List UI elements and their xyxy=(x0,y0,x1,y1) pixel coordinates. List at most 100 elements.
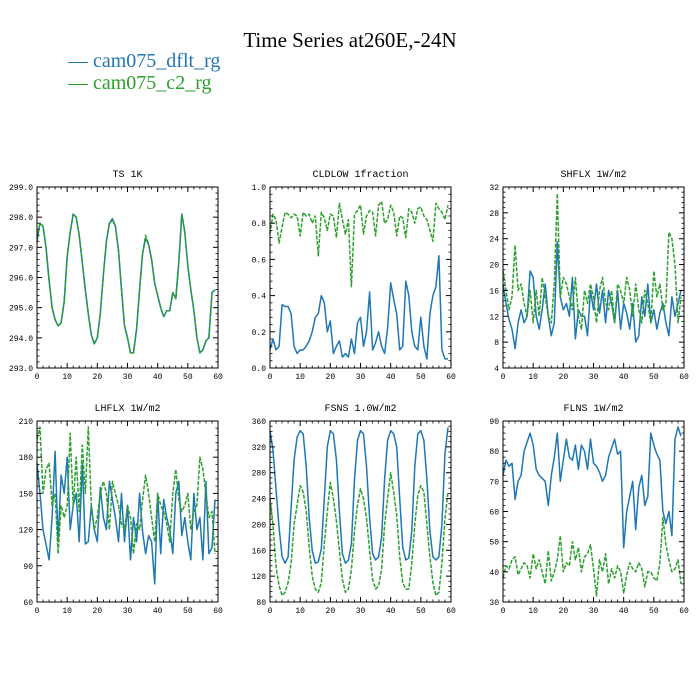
series-line-dflt xyxy=(269,255,448,360)
x-tick-label: 50 xyxy=(649,373,659,382)
legend-item-c2: — cam075_c2_rg xyxy=(68,72,212,94)
y-tick-label: 298.0 xyxy=(9,214,33,223)
series-line-dflt xyxy=(502,241,682,350)
y-tick-label: 180 xyxy=(19,454,34,463)
y-tick-label: 80 xyxy=(256,599,266,608)
x-tick-label: 30 xyxy=(356,373,366,382)
y-tick-label: 70 xyxy=(489,478,499,487)
series-line-c2 xyxy=(36,213,216,354)
y-tick-label: 240 xyxy=(252,496,267,505)
x-tick-label: 20 xyxy=(559,607,569,616)
y-tick-label: 28 xyxy=(489,210,499,219)
series-line-c2 xyxy=(269,200,449,288)
y-tick-label: 296.0 xyxy=(9,275,33,284)
y-tick-label: 160 xyxy=(252,547,267,556)
legend: — cam075_dflt_rg — cam075_c2_rg xyxy=(68,50,220,94)
y-tick-label: 40 xyxy=(489,569,499,578)
x-tick-label: 30 xyxy=(123,607,133,616)
x-tick-label: 60 xyxy=(446,373,456,382)
y-tick-label: 90 xyxy=(23,563,33,572)
y-tick-label: 0.2 xyxy=(252,329,267,338)
x-tick-label: 50 xyxy=(183,607,193,616)
panel-title: SHFLX 1W/m2 xyxy=(560,169,626,181)
y-tick-label: 8 xyxy=(494,339,499,348)
y-tick-label: 295.0 xyxy=(9,305,33,314)
panel-title: FLNS 1W/m2 xyxy=(563,403,623,415)
y-tick-label: 294.0 xyxy=(9,335,33,344)
x-tick-label: 0 xyxy=(501,373,506,382)
series-line-c2 xyxy=(502,516,682,597)
y-tick-label: 293.0 xyxy=(9,365,33,374)
y-tick-label: 120 xyxy=(19,527,34,536)
x-tick-label: 60 xyxy=(213,607,223,616)
panel-3: LHFLX 1W/m2 0 10 20 30 40 50 60 60 90 120 150 180 210 xyxy=(19,403,223,616)
y-tick-label: 1.0 xyxy=(252,184,267,193)
x-tick-label: 40 xyxy=(153,373,163,382)
y-tick-label: 210 xyxy=(19,418,34,427)
series-line-c2 xyxy=(36,426,216,555)
y-tick-label: 120 xyxy=(252,573,267,582)
x-tick-label: 30 xyxy=(123,373,133,382)
x-tick-label: 0 xyxy=(268,607,273,616)
panel-title: CLDLOW 1fraction xyxy=(312,169,408,181)
x-tick-label: 60 xyxy=(213,373,223,382)
x-tick-label: 10 xyxy=(528,607,538,616)
y-tick-label: 80 xyxy=(489,448,499,457)
series-line-c2 xyxy=(269,471,449,597)
y-tick-label: 0.8 xyxy=(252,220,267,229)
x-tick-label: 10 xyxy=(295,373,305,382)
y-tick-label: 60 xyxy=(489,509,499,518)
series-line-c2 xyxy=(502,192,682,330)
x-tick-label: 30 xyxy=(589,607,599,616)
figure-title: Time Series at260E,-24N xyxy=(243,28,457,52)
x-tick-label: 20 xyxy=(326,373,336,382)
panel-5: FLNS 1W/m2 0 10 20 30 40 50 60 30 40 50 60 70 80 90 xyxy=(489,403,689,616)
y-tick-label: 24 xyxy=(489,236,499,245)
x-tick-label: 20 xyxy=(559,373,569,382)
x-tick-label: 50 xyxy=(416,373,426,382)
legend-item-dflt: — cam075_dflt_rg xyxy=(68,50,221,72)
y-tick-label: 32 xyxy=(489,184,499,193)
y-tick-label: 299.0 xyxy=(9,184,33,193)
y-tick-label: 4 xyxy=(494,365,499,374)
y-tick-label: 12 xyxy=(489,313,499,322)
y-tick-label: 60 xyxy=(23,599,33,608)
y-tick-label: 320 xyxy=(252,444,267,453)
x-tick-label: 50 xyxy=(649,607,659,616)
x-tick-label: 20 xyxy=(93,607,103,616)
y-tick-label: 50 xyxy=(489,539,499,548)
x-tick-label: 0 xyxy=(501,607,506,616)
panel-title: TS 1K xyxy=(112,170,142,181)
y-tick-label: 90 xyxy=(489,418,499,427)
y-tick-label: 360 xyxy=(252,418,267,427)
x-tick-label: 30 xyxy=(589,373,599,382)
panel-1: CLDLOW 1fraction 0 10 20 30 40 50 60 0.0 0.2 0.4 0.… xyxy=(252,169,456,382)
x-tick-label: 60 xyxy=(679,607,689,616)
panel-title: FSNS 1.0W/m2 xyxy=(324,403,396,415)
series-line-dflt xyxy=(502,426,682,549)
x-tick-label: 20 xyxy=(93,373,103,382)
x-tick-label: 10 xyxy=(62,607,72,616)
y-tick-label: 20 xyxy=(489,262,499,271)
x-tick-label: 40 xyxy=(386,607,396,616)
x-tick-label: 60 xyxy=(679,373,689,382)
y-tick-label: 280 xyxy=(252,470,267,479)
y-tick-label: 200 xyxy=(252,521,267,530)
x-tick-label: 0 xyxy=(268,373,273,382)
x-tick-label: 10 xyxy=(62,373,72,382)
x-tick-label: 40 xyxy=(619,607,629,616)
y-tick-label: 150 xyxy=(19,490,34,499)
y-tick-label: 0.6 xyxy=(252,256,267,265)
panel-2: SHFLX 1W/m2 0 10 20 30 40 50 60 4 8 12 16 20 24 28 32 xyxy=(489,169,689,382)
x-tick-label: 60 xyxy=(446,607,456,616)
y-tick-label: 16 xyxy=(489,287,499,296)
x-tick-label: 10 xyxy=(528,373,538,382)
y-tick-label: 0.0 xyxy=(252,365,267,374)
x-tick-label: 20 xyxy=(326,607,336,616)
y-tick-label: 0.4 xyxy=(252,293,267,302)
x-tick-label: 40 xyxy=(153,607,163,616)
x-tick-label: 50 xyxy=(416,607,426,616)
panel-title: LHFLX 1W/m2 xyxy=(94,403,160,415)
y-tick-label: 297.0 xyxy=(9,244,33,253)
